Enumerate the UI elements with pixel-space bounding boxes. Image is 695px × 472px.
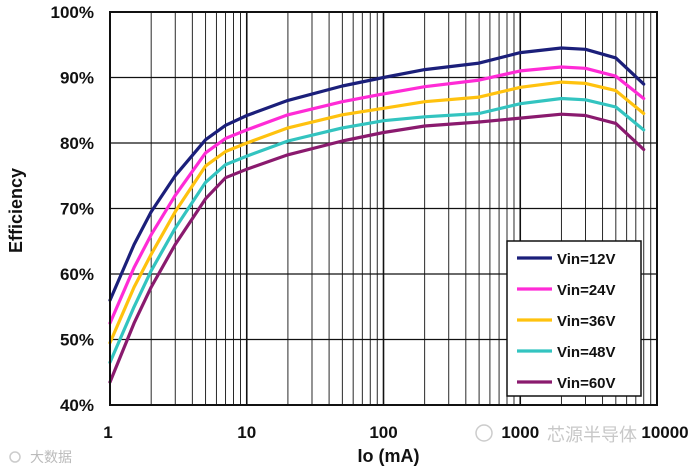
y-tick-label: 70%	[60, 200, 94, 219]
x-tick-label: 100	[369, 423, 397, 442]
legend-label: Vin=12V	[557, 251, 616, 268]
watermark-right-text: 芯源半导体	[547, 425, 637, 446]
x-tick-label: 10000	[641, 423, 688, 442]
y-tick-label: 100%	[51, 3, 94, 22]
y-tick-label: 90%	[60, 69, 94, 88]
legend-label: Vin=60V	[557, 375, 616, 392]
y-tick-label: 60%	[60, 265, 94, 284]
x-tick-label: 1	[103, 423, 112, 442]
y-tick-labels: 40% 50% 60% 70% 80% 90% 100%	[51, 3, 94, 415]
x-axis-title: Io (mA)	[358, 446, 420, 466]
series-line-5	[108, 112, 646, 384]
y-tick-label: 80%	[60, 134, 94, 153]
watermark-left-text: 大数据	[30, 450, 72, 466]
plot-frame	[109, 11, 658, 406]
legend-label: Vin=48V	[557, 344, 616, 361]
series-line-2	[108, 65, 646, 325]
legend-label: Vin=24V	[557, 282, 616, 299]
y-tick-label: 40%	[60, 396, 94, 415]
legend-label: Vin=36V	[557, 313, 616, 330]
y-tick-label: 50%	[60, 331, 94, 350]
series-group	[108, 46, 646, 384]
series-line-4	[108, 96, 646, 364]
y-axis-title: Efficiency	[6, 168, 26, 253]
series-line-3	[108, 80, 646, 345]
x-tick-label: 1000	[501, 423, 539, 442]
watermark-right: 芯源半导体	[475, 424, 637, 446]
x-tick-label: 10	[237, 423, 256, 442]
x-tick-labels: 1 10 100 1000 10000	[103, 423, 688, 442]
series-line-1	[108, 46, 646, 302]
watermark-left: 大数据	[9, 450, 72, 466]
legend: Vin=12V Vin=24V Vin=36V Vin=48V Vin=60V	[506, 240, 642, 397]
